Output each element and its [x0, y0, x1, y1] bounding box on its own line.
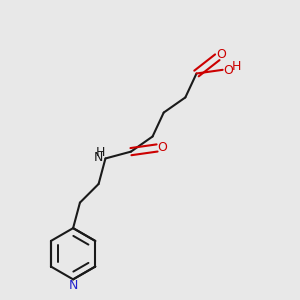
Text: O: O: [223, 64, 233, 77]
Text: H: H: [232, 60, 241, 73]
Text: O: O: [217, 48, 226, 61]
Text: H: H: [96, 146, 106, 159]
Text: N: N: [68, 280, 78, 292]
Text: N: N: [94, 152, 104, 164]
Text: O: O: [158, 142, 167, 154]
